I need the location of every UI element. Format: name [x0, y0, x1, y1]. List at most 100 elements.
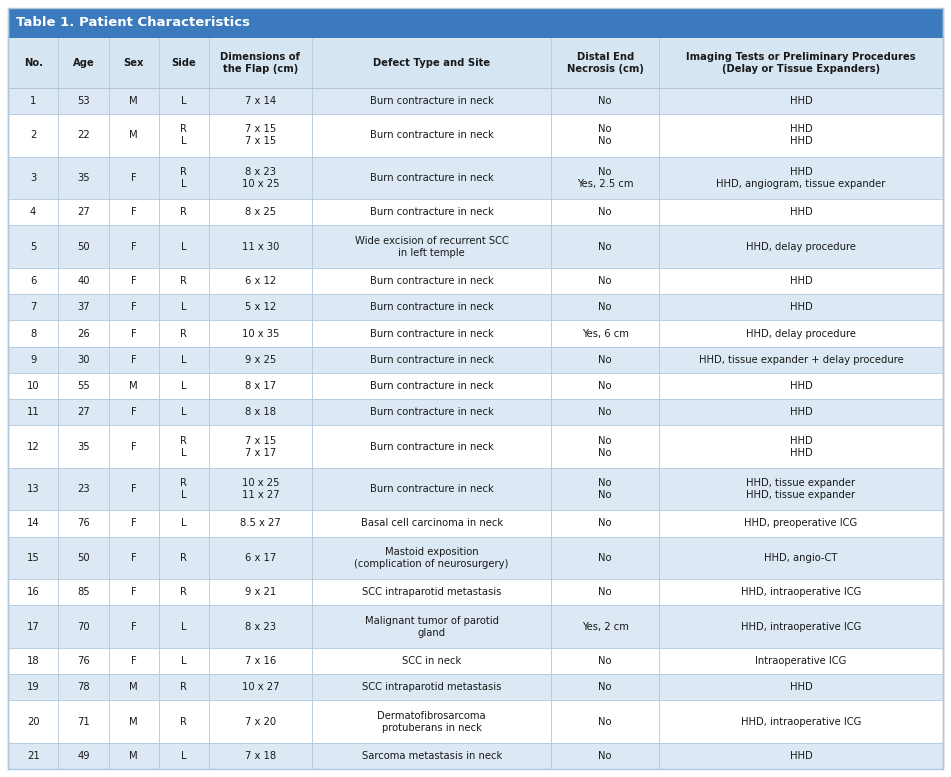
Text: Dimensions of
the Flap (cm): Dimensions of the Flap (cm): [221, 52, 301, 74]
Text: L: L: [181, 355, 186, 364]
Text: Defect Type and Site: Defect Type and Site: [373, 58, 490, 68]
Text: Burn contracture in neck: Burn contracture in neck: [370, 381, 494, 391]
Text: 71: 71: [77, 716, 89, 726]
Text: 35: 35: [77, 441, 89, 451]
Text: Mastoid exposition
(complication of neurosurgery): Mastoid exposition (complication of neur…: [355, 547, 509, 569]
Text: Intraoperative ICG: Intraoperative ICG: [755, 656, 846, 666]
Text: F: F: [131, 329, 137, 339]
Text: Yes, 6 cm: Yes, 6 cm: [582, 329, 629, 339]
Text: Burn contracture in neck: Burn contracture in neck: [370, 484, 494, 494]
Text: R: R: [181, 682, 187, 692]
Text: 1: 1: [29, 96, 36, 106]
Text: 18: 18: [27, 656, 39, 666]
Text: 37: 37: [77, 302, 89, 312]
Text: 6 x 12: 6 x 12: [244, 276, 276, 286]
Text: R
L: R L: [181, 167, 187, 189]
Text: R
L: R L: [181, 436, 187, 458]
Text: Burn contracture in neck: Burn contracture in neck: [370, 207, 494, 218]
Text: 10: 10: [27, 381, 39, 391]
Text: 85: 85: [77, 587, 89, 598]
Text: 15: 15: [27, 552, 40, 563]
Text: No: No: [598, 407, 612, 417]
Text: HHD: HHD: [789, 407, 812, 417]
Text: M: M: [129, 716, 138, 726]
Text: 23: 23: [77, 484, 89, 494]
Bar: [8, 114, 943, 157]
Text: 70: 70: [77, 622, 89, 632]
Text: M: M: [129, 96, 138, 106]
Text: 9 x 21: 9 x 21: [244, 587, 276, 598]
Text: HHD, preoperative ICG: HHD, preoperative ICG: [745, 518, 858, 528]
Text: HHD
HHD: HHD HHD: [789, 124, 812, 147]
Text: HHD: HHD: [789, 276, 812, 286]
Text: 27: 27: [77, 207, 89, 218]
Text: No: No: [598, 518, 612, 528]
Text: Burn contracture in neck: Burn contracture in neck: [370, 131, 494, 141]
Text: No: No: [598, 355, 612, 364]
Text: Basal cell carcinoma in neck: Basal cell carcinoma in neck: [360, 518, 503, 528]
Text: 76: 76: [77, 518, 89, 528]
Text: 3: 3: [30, 173, 36, 183]
Bar: [8, 157, 943, 199]
Bar: [8, 38, 943, 88]
Text: 7 x 20: 7 x 20: [245, 716, 276, 726]
Bar: [8, 743, 943, 769]
Text: 53: 53: [77, 96, 89, 106]
Bar: [8, 8, 943, 38]
Text: No: No: [598, 682, 612, 692]
Text: L: L: [181, 242, 186, 252]
Text: HHD, delay procedure: HHD, delay procedure: [746, 242, 856, 252]
Text: 27: 27: [77, 407, 89, 417]
Text: 8 x 25: 8 x 25: [245, 207, 276, 218]
Text: L: L: [181, 751, 186, 761]
Text: HHD: HHD: [789, 302, 812, 312]
Bar: [8, 225, 943, 268]
Text: R: R: [181, 587, 187, 598]
Text: Sex: Sex: [124, 58, 144, 68]
Text: F: F: [131, 355, 137, 364]
Text: Age: Age: [72, 58, 94, 68]
Text: 12: 12: [27, 441, 40, 451]
Text: 8.5 x 27: 8.5 x 27: [240, 518, 281, 528]
Text: No: No: [598, 587, 612, 598]
Text: F: F: [131, 518, 137, 528]
Text: 78: 78: [77, 682, 89, 692]
Text: No
No: No No: [598, 478, 612, 500]
Text: F: F: [131, 276, 137, 286]
Text: F: F: [131, 656, 137, 666]
Text: SCC intraparotid metastasis: SCC intraparotid metastasis: [362, 587, 501, 598]
Text: R: R: [181, 276, 187, 286]
Text: HHD, intraoperative ICG: HHD, intraoperative ICG: [741, 622, 862, 632]
Text: 4: 4: [30, 207, 36, 218]
Text: 21: 21: [27, 751, 40, 761]
Bar: [8, 648, 943, 674]
Text: HHD, tissue expander + delay procedure: HHD, tissue expander + delay procedure: [699, 355, 903, 364]
Text: Burn contracture in neck: Burn contracture in neck: [370, 96, 494, 106]
Text: L: L: [181, 656, 186, 666]
Text: No: No: [598, 207, 612, 218]
Text: Sarcoma metastasis in neck: Sarcoma metastasis in neck: [361, 751, 502, 761]
Text: 20: 20: [27, 716, 39, 726]
Text: 2: 2: [29, 131, 36, 141]
Text: HHD
HHD, angiogram, tissue expander: HHD HHD, angiogram, tissue expander: [716, 167, 885, 189]
Text: SCC in neck: SCC in neck: [402, 656, 461, 666]
Text: 76: 76: [77, 656, 89, 666]
Text: 22: 22: [77, 131, 89, 141]
Text: 16: 16: [27, 587, 40, 598]
Text: Malignant tumor of parotid
gland: Malignant tumor of parotid gland: [364, 615, 498, 638]
Text: 40: 40: [77, 276, 89, 286]
Text: Dermatofibrosarcoma
protuberans in neck: Dermatofibrosarcoma protuberans in neck: [378, 710, 486, 733]
Text: 7 x 15
7 x 15: 7 x 15 7 x 15: [244, 124, 276, 147]
Text: F: F: [131, 441, 137, 451]
Text: No
No: No No: [598, 124, 612, 147]
Text: F: F: [131, 173, 137, 183]
Text: No
Yes, 2.5 cm: No Yes, 2.5 cm: [577, 167, 633, 189]
Text: F: F: [131, 242, 137, 252]
Text: Wide excision of recurrent SCC
in left temple: Wide excision of recurrent SCC in left t…: [355, 235, 509, 258]
Text: HHD: HHD: [789, 751, 812, 761]
Text: 50: 50: [77, 242, 89, 252]
Bar: [8, 468, 943, 510]
Text: No: No: [598, 751, 612, 761]
Text: M: M: [129, 682, 138, 692]
Bar: [8, 537, 943, 579]
